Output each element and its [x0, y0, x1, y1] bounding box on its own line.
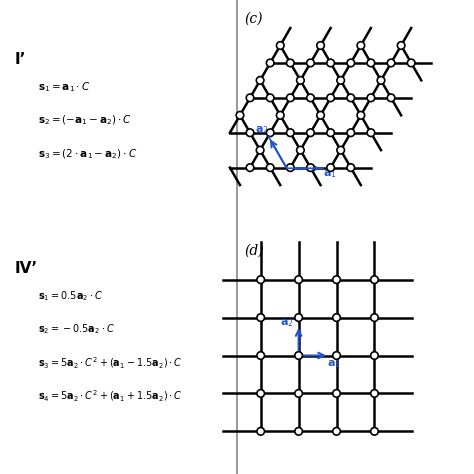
- Circle shape: [257, 276, 264, 283]
- Circle shape: [256, 146, 264, 154]
- Circle shape: [286, 164, 294, 172]
- Circle shape: [337, 146, 345, 154]
- Circle shape: [266, 129, 274, 137]
- Circle shape: [257, 428, 264, 435]
- Circle shape: [297, 77, 304, 84]
- Text: $\mathbf{s}_2 = -0.5\mathbf{a}_2 \cdot C$: $\mathbf{s}_2 = -0.5\mathbf{a}_2 \cdot C…: [38, 322, 115, 336]
- Circle shape: [371, 276, 378, 283]
- Circle shape: [286, 129, 294, 137]
- Circle shape: [266, 94, 274, 101]
- Circle shape: [257, 390, 264, 397]
- Circle shape: [295, 352, 302, 359]
- Circle shape: [327, 129, 334, 137]
- Text: I’: I’: [14, 52, 26, 67]
- Circle shape: [266, 164, 274, 172]
- Circle shape: [246, 129, 254, 137]
- Circle shape: [333, 352, 340, 359]
- Circle shape: [307, 94, 314, 101]
- Circle shape: [295, 390, 302, 397]
- Circle shape: [327, 59, 334, 67]
- Text: (d): (d): [244, 244, 264, 258]
- Text: $\mathbf{a}_2$: $\mathbf{a}_2$: [255, 124, 268, 136]
- Circle shape: [286, 59, 294, 67]
- Circle shape: [377, 77, 385, 84]
- Circle shape: [307, 129, 314, 137]
- Text: $\mathbf{a}_1$: $\mathbf{a}_1$: [323, 168, 337, 180]
- Circle shape: [327, 164, 334, 172]
- Circle shape: [295, 276, 302, 283]
- Circle shape: [367, 94, 374, 101]
- Circle shape: [333, 276, 340, 283]
- Circle shape: [367, 59, 374, 67]
- Text: $\mathbf{s}_3 = 5\mathbf{a}_2 \cdot C^2 + (\mathbf{a}_1 - 1.5\mathbf{a}_2) \cdot: $\mathbf{s}_3 = 5\mathbf{a}_2 \cdot C^2 …: [38, 356, 182, 371]
- Circle shape: [333, 390, 340, 397]
- Circle shape: [276, 42, 284, 49]
- Circle shape: [295, 428, 302, 435]
- Circle shape: [347, 59, 355, 67]
- Circle shape: [246, 94, 254, 101]
- Circle shape: [397, 42, 405, 49]
- Text: $\mathbf{s}_1 = \mathbf{a}_1 \cdot C$: $\mathbf{s}_1 = \mathbf{a}_1 \cdot C$: [38, 81, 91, 94]
- Text: $\mathbf{a}_1$: $\mathbf{a}_1$: [327, 358, 341, 370]
- Circle shape: [347, 164, 355, 172]
- Circle shape: [286, 94, 294, 101]
- Circle shape: [347, 129, 355, 137]
- Circle shape: [333, 428, 340, 435]
- Circle shape: [317, 42, 324, 49]
- Circle shape: [307, 164, 314, 172]
- Text: $\mathbf{s}_1 = 0.5\mathbf{a}_2 \cdot C$: $\mathbf{s}_1 = 0.5\mathbf{a}_2 \cdot C$: [38, 289, 103, 303]
- Text: (c): (c): [244, 12, 263, 26]
- Circle shape: [257, 352, 264, 359]
- Circle shape: [367, 129, 374, 137]
- Circle shape: [357, 111, 365, 119]
- Circle shape: [337, 77, 345, 84]
- Text: $\mathbf{a}_2$: $\mathbf{a}_2$: [280, 317, 294, 328]
- Circle shape: [256, 77, 264, 84]
- Circle shape: [246, 164, 254, 172]
- Circle shape: [407, 59, 415, 67]
- Circle shape: [347, 94, 355, 101]
- Circle shape: [295, 314, 302, 321]
- Circle shape: [387, 94, 395, 101]
- Circle shape: [236, 111, 244, 119]
- Circle shape: [333, 314, 340, 321]
- Circle shape: [371, 352, 378, 359]
- Circle shape: [307, 59, 314, 67]
- Circle shape: [317, 111, 324, 119]
- Circle shape: [371, 314, 378, 321]
- Circle shape: [257, 314, 264, 321]
- Circle shape: [266, 59, 274, 67]
- Text: IV’: IV’: [14, 261, 37, 276]
- Text: $\mathbf{s}_3 = (2 \cdot \mathbf{a}_1 - \mathbf{a}_2) \cdot C$: $\mathbf{s}_3 = (2 \cdot \mathbf{a}_1 - …: [38, 147, 137, 161]
- Circle shape: [371, 428, 378, 435]
- Circle shape: [276, 111, 284, 119]
- Circle shape: [387, 59, 395, 67]
- Circle shape: [371, 390, 378, 397]
- Circle shape: [297, 146, 304, 154]
- Text: $\mathbf{s}_2 = (-\mathbf{a}_1 - \mathbf{a}_2) \cdot C$: $\mathbf{s}_2 = (-\mathbf{a}_1 - \mathbf…: [38, 114, 132, 128]
- Circle shape: [357, 42, 365, 49]
- Text: $\mathbf{s}_4 = 5\mathbf{a}_2 \cdot C^2 + (\mathbf{a}_1 + 1.5\mathbf{a}_2) \cdot: $\mathbf{s}_4 = 5\mathbf{a}_2 \cdot C^2 …: [38, 389, 182, 404]
- Circle shape: [327, 94, 334, 101]
